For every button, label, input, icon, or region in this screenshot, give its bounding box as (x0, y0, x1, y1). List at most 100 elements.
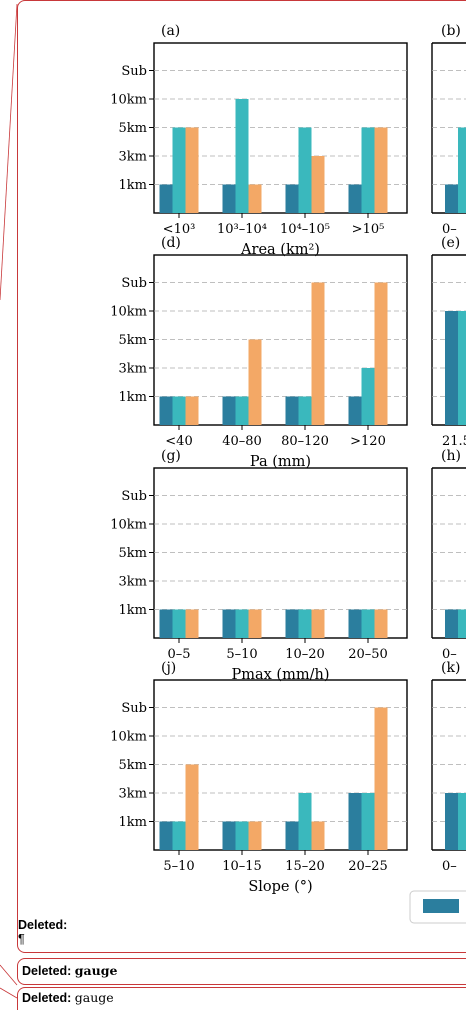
x-tick-label: <10³ (163, 222, 196, 237)
y-tick-label: 10km (110, 305, 147, 320)
bar (374, 127, 388, 213)
comment-balloon-deleted-gauge-bold[interactable] (17, 958, 466, 985)
balloon-connector-line (0, 964, 18, 986)
x-tick-label: 15–20 (285, 859, 325, 874)
y-tick-label: 3km (119, 150, 147, 165)
x-tick-label: 0– (442, 222, 457, 237)
bar (361, 609, 375, 638)
y-tick-label: 1km (119, 603, 147, 618)
bar (445, 609, 458, 638)
x-axis-label: Pa (mm) (250, 454, 311, 470)
bar (185, 127, 199, 213)
bar (298, 793, 312, 850)
x-tick-label: 20–50 (348, 647, 388, 662)
x-tick-label: >10⁵ (352, 222, 385, 237)
x-tick-label: 10⁴–10⁵ (280, 222, 330, 237)
y-tick-label: Sub (121, 489, 147, 504)
bar (348, 609, 362, 638)
bar (222, 184, 236, 213)
bar (185, 609, 199, 638)
bar (361, 127, 375, 213)
y-tick-label: 1km (119, 815, 147, 830)
y-tick-label: 5km (119, 758, 147, 773)
x-tick-label: 80–120 (281, 434, 329, 449)
comment-balloon-deleted-gauge[interactable] (17, 987, 466, 1010)
bar (374, 282, 388, 425)
bar (285, 396, 299, 425)
y-tick-label: 10km (110, 730, 147, 745)
bar (298, 127, 312, 213)
bar (159, 821, 173, 850)
bar (348, 396, 362, 425)
bar (311, 821, 325, 850)
panel-label: (a) (161, 23, 180, 39)
panel-label: (g) (161, 448, 181, 464)
x-tick-label: 5–10 (163, 859, 194, 874)
bar (311, 156, 325, 213)
bar (248, 609, 262, 638)
bar (159, 396, 173, 425)
bar (248, 184, 262, 213)
bar (311, 609, 325, 638)
bar (172, 609, 186, 638)
panel-label: (d) (161, 235, 181, 251)
y-tick-label: 3km (119, 362, 147, 377)
y-tick-label: Sub (121, 701, 147, 716)
bar (159, 609, 173, 638)
bar (458, 311, 466, 425)
bar (172, 127, 186, 213)
bar (235, 821, 249, 850)
x-tick-label: 0– (442, 647, 457, 662)
bar (348, 793, 362, 850)
x-axis-label: Pmax (mm/h) (232, 667, 330, 683)
y-tick-label: 1km (119, 178, 147, 193)
y-tick-label: Sub (121, 276, 147, 291)
bar (235, 396, 249, 425)
y-tick-label: 5km (119, 121, 147, 136)
x-tick-label: >120 (350, 434, 386, 449)
panel-label: (j) (161, 660, 176, 676)
deleted-word: gauge (74, 990, 114, 1005)
bar (159, 184, 173, 213)
bar (445, 311, 458, 425)
deleted-paragraph-note: Deleted: ¶ (18, 918, 67, 946)
bar (285, 821, 299, 850)
bar (222, 609, 236, 638)
x-tick-label: <40 (165, 434, 192, 449)
bar (172, 396, 186, 425)
x-tick-label: 10³–10⁴ (217, 222, 267, 237)
x-tick-label: 10–20 (285, 647, 325, 662)
bar (374, 707, 388, 850)
bar (348, 184, 362, 213)
x-tick-label: 5–10 (226, 647, 257, 662)
balloon-connector-line (0, 987, 18, 999)
y-tick-label: 10km (110, 93, 147, 108)
panel-label: (h) (441, 448, 461, 464)
deleted-label: Deleted: (22, 991, 75, 1005)
bar (445, 793, 458, 850)
balloon-connector-line (0, 3, 18, 301)
bar (361, 368, 375, 425)
bar (458, 609, 466, 638)
bar (222, 821, 236, 850)
x-tick-label: 10–15 (222, 859, 262, 874)
bar (172, 821, 186, 850)
y-tick-label: 3km (119, 787, 147, 802)
bar (248, 821, 262, 850)
deleted-gauge-bold-note: Deleted: gauge (22, 963, 117, 978)
bar (458, 793, 466, 850)
x-tick-label: 20–25 (348, 859, 388, 874)
bar (235, 609, 249, 638)
bar (298, 396, 312, 425)
panel-label: (e) (441, 235, 460, 251)
deleted-label: Deleted: (18, 918, 68, 932)
bar (185, 396, 199, 425)
legend-swatch (423, 899, 459, 913)
deleted-gauge-note: Deleted: gauge (22, 990, 114, 1005)
y-tick-label: 5km (119, 333, 147, 348)
bar (298, 609, 312, 638)
x-tick-label: 0–5 (167, 647, 190, 662)
deleted-label: Deleted: (22, 964, 75, 978)
x-axis-label: Area (km²) (240, 242, 320, 258)
